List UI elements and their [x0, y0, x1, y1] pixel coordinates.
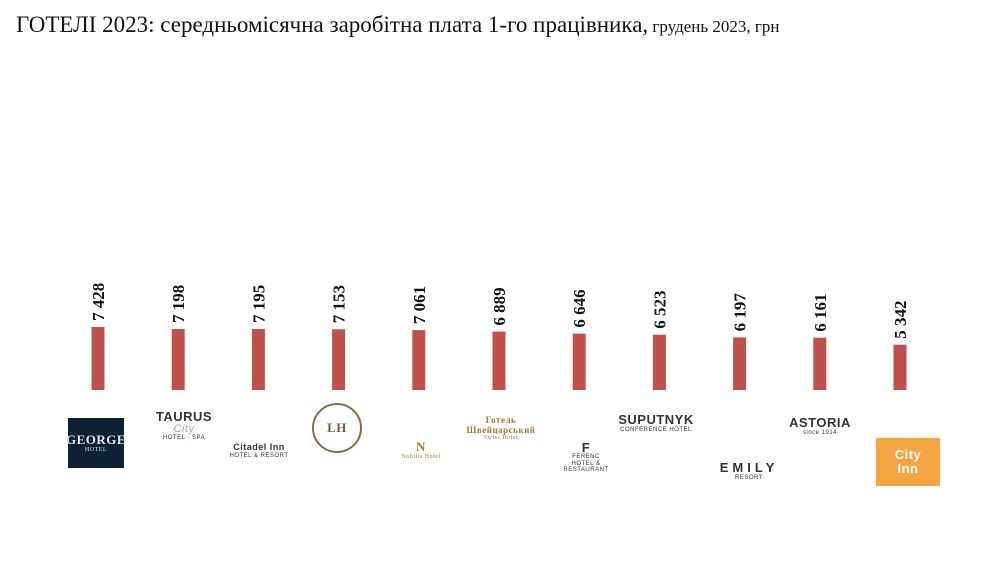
bar-4: [332, 329, 346, 390]
logo-7-text-3: HOTEL & RESTAURANT: [563, 460, 609, 473]
logo-10-text-2: since 1914: [802, 429, 838, 436]
logo-10-text-1: ASTORIA: [789, 415, 851, 431]
data-label-5: 7 061: [410, 286, 429, 324]
bar-10: [813, 337, 827, 390]
chart-title: ГОТЕЛІ 2023: середньомісячна заробітна п…: [16, 12, 779, 38]
bar-1: [91, 327, 105, 390]
logo-3-text-1: Citadel Inn: [233, 442, 285, 453]
logo-9-text-2: RESORT: [735, 474, 763, 481]
data-label-4: 7 153: [330, 285, 349, 323]
logo-8: SUPUTNYK CONFERENCE HOTEL: [612, 404, 700, 442]
bar-2: [171, 329, 185, 390]
bar-8: [652, 334, 666, 390]
logo-5-text-2: Nobilis Hotel: [401, 453, 441, 460]
bar-5: [412, 330, 426, 390]
bar-3: [251, 329, 265, 390]
data-label-2: 7 198: [169, 285, 188, 323]
data-label-9: 6 197: [731, 293, 750, 332]
data-label-8: 6 523: [650, 290, 669, 328]
data-label-11: 5 342: [891, 300, 910, 338]
data-label-7: 6 646: [570, 289, 589, 327]
logo-8-text-1: SUPUTNYK: [618, 412, 694, 428]
data-label-10: 6 161: [811, 293, 830, 331]
chart-title-sub: грудень 2023, грн: [648, 17, 780, 36]
logo-5-text-1: N: [416, 439, 426, 455]
logo-5: N Nobilis Hotel: [386, 424, 456, 476]
logo-6-text-1: Готель Швейцарський: [466, 415, 536, 435]
logo-2: TAURUS City HOTEL · SPA: [146, 408, 222, 444]
bar-7: [572, 333, 586, 390]
logo-11-text-2: Inn: [897, 461, 919, 476]
logo-10: ASTORIA since 1914: [780, 412, 860, 440]
logo-2-text-3: HOTEL · SPA: [162, 435, 206, 442]
logo-4: LH: [312, 403, 362, 453]
logo-8-text-2: CONFERENCE HOTEL: [620, 426, 692, 433]
logo-9: EMILY RESORT: [700, 452, 798, 490]
bar-6: [492, 331, 506, 390]
logo-3-text-2: HOTEL & RESORT: [229, 452, 289, 459]
logo-7: F FERENC HOTEL & RESTAURANT: [548, 433, 624, 481]
logo-1: GEORGE HOTEL: [65, 418, 127, 468]
logo-11: City Inn: [876, 438, 940, 486]
logo-6: Готель Швейцарський Swiss Hotel: [458, 403, 544, 455]
data-label-3: 7 195: [249, 285, 268, 323]
data-label-1: 7 428: [89, 283, 108, 321]
bar-9: [733, 337, 747, 390]
logo-4-text-1: LH: [327, 420, 347, 436]
data-label-6: 6 889: [490, 287, 509, 325]
bar-11: [893, 344, 907, 390]
logo-3: Citadel Inn HOTEL & RESORT: [224, 430, 294, 472]
logo-2-text-1: TAURUS: [155, 409, 213, 425]
logo-11-text-1: City: [894, 447, 922, 463]
chart-title-main: ГОТЕЛІ 2023: середньомісячна заробітна п…: [16, 12, 649, 37]
logo-1-text-1: GEORGE: [65, 432, 127, 448]
logo-6-text-2: Swiss Hotel: [483, 435, 519, 442]
logo-2-text-2: City: [173, 422, 195, 435]
logo-1-text-2: HOTEL: [84, 446, 108, 453]
logo-7-text-1: F: [581, 439, 591, 455]
logo-9-text-1: EMILY: [719, 460, 779, 476]
logo-7-text-2: FERENC: [572, 454, 600, 461]
